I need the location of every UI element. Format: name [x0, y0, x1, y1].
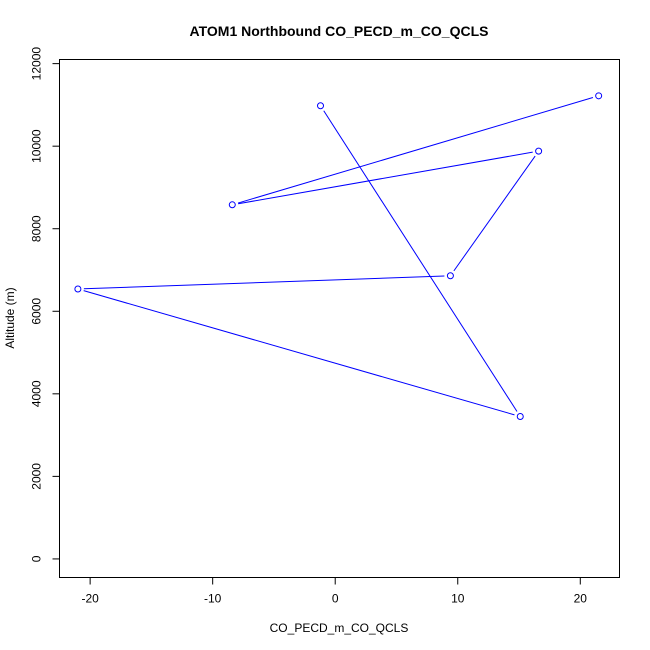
data-point	[228, 201, 236, 209]
series-layer	[74, 92, 603, 421]
series-line-segment	[83, 290, 515, 416]
x-tick-label: -20	[81, 592, 99, 606]
x-axis-label: CO_PECD_m_CO_QCLS	[270, 621, 409, 635]
data-point	[446, 272, 454, 280]
series-line-segment	[323, 110, 518, 412]
x-tick-label: -10	[204, 592, 222, 606]
series-line-segment	[453, 155, 536, 272]
data-point	[516, 413, 524, 421]
x-tick-label: 10	[451, 592, 465, 606]
data-point	[535, 147, 543, 155]
y-axis-label: Altitude (m)	[3, 287, 17, 348]
y-tick-label: 10000	[30, 129, 44, 163]
y-tick-label: 4000	[30, 380, 44, 407]
y-tick-label: 6000	[30, 298, 44, 325]
series-line-segment	[83, 275, 445, 290]
y-tick-label: 8000	[30, 215, 44, 242]
series-line-segment	[238, 151, 533, 205]
data-point	[317, 102, 325, 110]
y-tick-label: 2000	[30, 463, 44, 490]
chart-title: ATOM1 Northbound CO_PECD_m_CO_QCLS	[190, 23, 489, 39]
y-tick-label: 12000	[30, 47, 44, 81]
plot-frame	[59, 59, 620, 578]
x-tick-label: 0	[332, 592, 339, 606]
y-axis: 0 2000 4000 6000 8000 10000 12000	[30, 47, 60, 562]
data-point	[595, 92, 603, 100]
data-point	[74, 285, 82, 293]
series-line-segment	[237, 97, 594, 204]
y-tick-label: 0	[30, 555, 44, 562]
x-tick-label: 20	[574, 592, 588, 606]
x-axis: -20 -10 0 10 20	[81, 577, 588, 606]
